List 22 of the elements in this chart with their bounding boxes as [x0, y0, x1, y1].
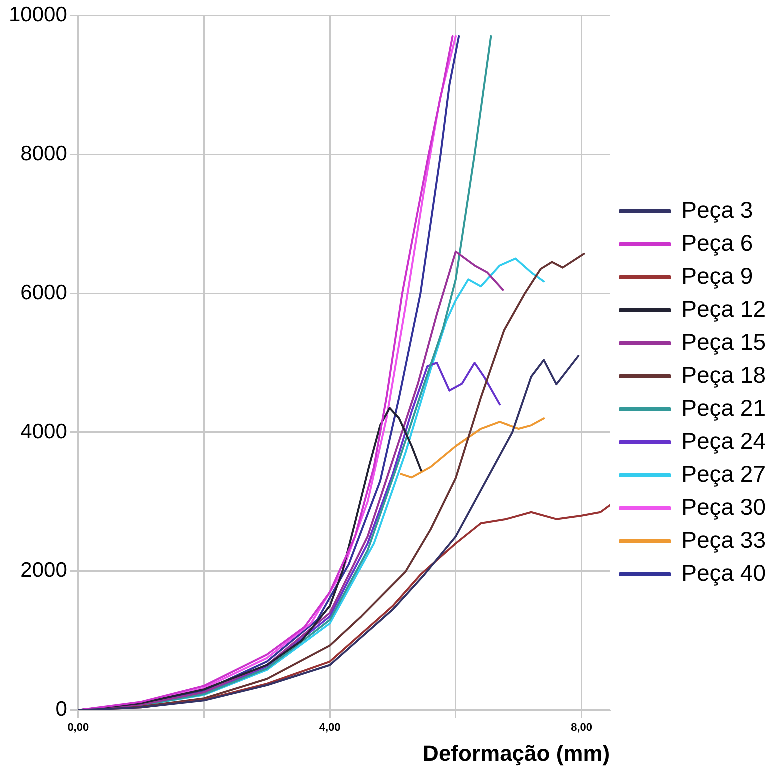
y-tick-label: 10000 — [8, 3, 68, 26]
legend-label: Peça 15 — [682, 328, 766, 355]
legend-label: Peça 18 — [682, 362, 766, 388]
y-tick-label: 6000 — [20, 281, 68, 304]
x-axis-title: Deformação (mm) — [423, 740, 610, 766]
legend-label: Peça 24 — [682, 428, 766, 454]
legend-label: Peça 27 — [682, 460, 766, 487]
legend-label: Peça 33 — [682, 526, 766, 553]
x-tick-label: 4,00 — [319, 722, 341, 734]
x-tick-label: 8,00 — [571, 722, 592, 734]
y-tick-label: 0 — [56, 698, 68, 722]
legend-label: Peça 21 — [682, 394, 766, 421]
y-tick-label: 4000 — [20, 420, 68, 444]
y-tick-label: 2000 — [20, 559, 68, 582]
legend-label: Peça 6 — [682, 230, 754, 256]
legend-label: Peça 3 — [682, 196, 754, 223]
legend-label: Peça 9 — [682, 262, 754, 289]
legend-label: Peça 30 — [682, 494, 766, 520]
x-tick-label: 0,00 — [68, 722, 90, 734]
y-tick-label: 8000 — [20, 142, 68, 166]
legend-label: Peça 12 — [682, 296, 766, 322]
legend-label: Peça 40 — [682, 560, 766, 586]
